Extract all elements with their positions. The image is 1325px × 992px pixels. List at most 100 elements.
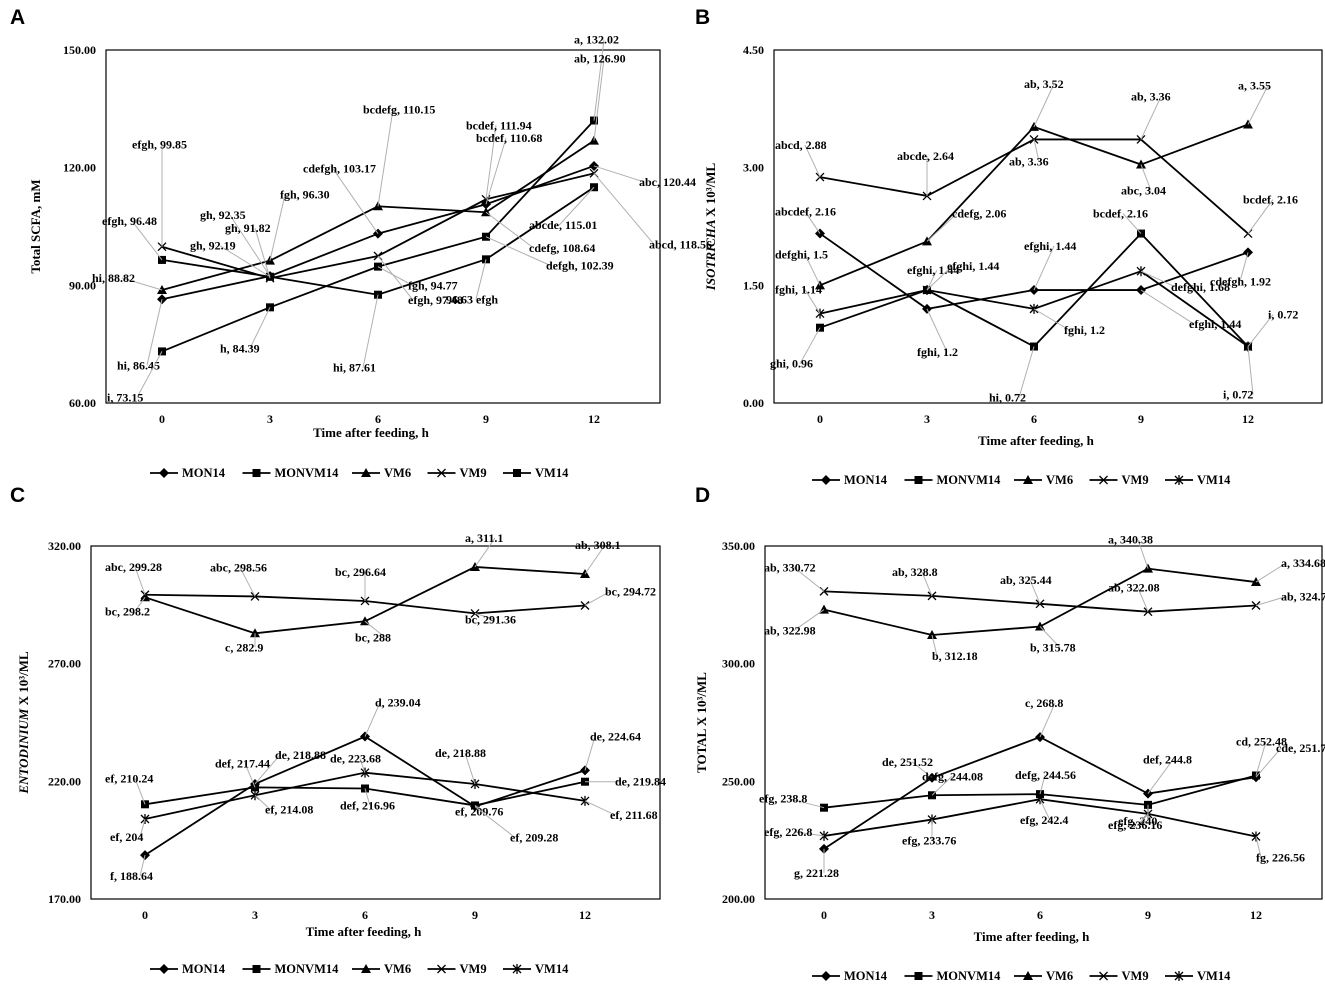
legend-marker-monvm14-d [914, 972, 923, 980]
y-tick-label-a: 90.00 [69, 278, 96, 292]
x-axis-label-b: Time after feeding, h [978, 433, 1095, 448]
leader-line-d [911, 761, 933, 779]
data-label-b: efghi, 1.44 [1024, 239, 1076, 253]
data-point-vm14-d [1251, 831, 1261, 842]
x-tick-label-c: 9 [472, 908, 478, 922]
leader-line-a [593, 58, 605, 141]
y-axis-label-a: Total SCFA, mM [28, 179, 43, 273]
leader-line-a [485, 236, 552, 267]
data-point-mon14-c [360, 731, 370, 742]
data-label-d: c, 268.8 [1025, 696, 1063, 710]
leader-line-b [1018, 346, 1035, 398]
data-label-a: defgh, 102.39 [546, 259, 614, 273]
x-tick-label-d: 0 [821, 908, 827, 922]
y-tick-label-a: 120.00 [63, 161, 96, 175]
leader-line-b [1239, 252, 1249, 282]
leader-line-b [804, 144, 821, 178]
data-label-b: ab, 3.36 [1131, 89, 1171, 103]
y-tick-label-b: 0.00 [743, 396, 764, 410]
leader-line-a [219, 245, 271, 278]
data-point-monvm14-c [251, 783, 259, 792]
leader-line-b [1247, 346, 1254, 395]
y-tick-label-d: 350.00 [722, 539, 755, 553]
data-label-b: efghi, 1.44 [907, 263, 959, 277]
x-tick-label-d: 9 [1145, 908, 1151, 922]
data-label-a: cdefgh, 103.17 [303, 162, 376, 176]
leader-line-c [134, 597, 146, 612]
legend-marker-vm14-b [1174, 475, 1184, 485]
leader-line-d [1255, 562, 1287, 583]
data-point-vm6-c [250, 628, 260, 638]
data-label-d: efg, 240 [1118, 814, 1157, 828]
leader-line-c [584, 544, 606, 575]
data-label-b: fghi, 1.14 [775, 283, 822, 297]
data-label-b: cdefgh, 1.92 [1210, 274, 1271, 288]
leader-line-a [254, 228, 271, 279]
data-label-a: bcdefg, 110.15 [363, 102, 435, 116]
leader-line-b [1033, 83, 1055, 128]
legend-marker-monvm14-c [252, 965, 261, 973]
panel-letter-a: A [10, 6, 26, 29]
leader-line-d [1255, 747, 1282, 778]
data-point-vm9-d [1035, 599, 1045, 609]
data-label-b: cdefg, 2.06 [952, 206, 1006, 220]
panel-a: A 60.00 90.00 120.00 150.00 0 3 6 9 12 Time after… [0, 0, 712, 496]
leader-line-d [1137, 813, 1149, 826]
x-tick-label-c: 3 [252, 908, 258, 922]
leader-line-a [377, 266, 414, 287]
data-label-c: ef, 211.68 [610, 808, 658, 822]
data-label-d: efg, 226.8 [764, 825, 812, 839]
legend-d: MON14 MONVM14 VM6 VM9 VM14 [812, 969, 1231, 983]
legend-label-vm6-b: VM6 [1046, 473, 1073, 487]
data-label-d: ab, 328.8 [892, 565, 938, 579]
leader-line-b [926, 265, 953, 291]
data-label-c: ab, 308.1 [575, 538, 621, 552]
data-label-a: efgh, 97.48 [408, 293, 463, 307]
y-tick-label-d: 250.00 [722, 774, 755, 788]
legend-marker-vm9-c [437, 964, 446, 974]
chart-c: 170.00 220.00 270.00 320.00 0 3 6 9 12 Time after… [16, 531, 666, 976]
data-label-d: cd, 252.48 [1236, 734, 1287, 748]
data-label-a: abc, 120.44 [639, 175, 696, 189]
leader-line-d [1039, 775, 1046, 795]
leader-line-d [793, 566, 825, 592]
leader-line-a [229, 214, 271, 277]
data-label-c: de, 218.88 [275, 748, 326, 762]
x-tick-label-b: 0 [817, 412, 823, 426]
data-label-b: abc, 3.04 [1121, 184, 1166, 198]
data-point-monvm14-d [1036, 790, 1044, 799]
data-label-a: a, 132.02 [574, 33, 619, 47]
data-label-a: h, 84.39 [220, 341, 260, 355]
leader-line-c [254, 794, 271, 810]
y-tick-label-b: 4.50 [743, 43, 764, 57]
legend-marker-vm6-b [1023, 475, 1033, 484]
data-point-vm9-d [927, 591, 937, 601]
x-tick-label-d: 12 [1250, 908, 1262, 922]
leader-line-b [1140, 164, 1152, 191]
y-tick-label-c: 320.00 [48, 539, 81, 553]
y-axis-label-b: ISOTRICHA X 10³/ML [703, 162, 718, 291]
panel-b: B 0.00 1.50 3.00 4.50 0 3 6 9 12 Time after feedi… [662, 0, 1325, 496]
leader-line-b [1247, 199, 1274, 234]
x-axis-label-a: Time after feeding, h [313, 425, 430, 440]
data-label-d: defg, 244.08 [922, 769, 983, 783]
x-tick-label-c: 0 [142, 908, 148, 922]
leader-line-b [804, 289, 821, 314]
data-label-c: ef, 210.24 [105, 771, 153, 785]
leader-line-a [485, 138, 507, 205]
data-label-b: hi, 0.72 [989, 391, 1026, 405]
data-label-c: bc, 298.2 [105, 604, 150, 618]
data-label-a: ab, 126.90 [574, 52, 626, 66]
data-point-mon14-b [1243, 247, 1253, 258]
legend-label-monvm14-a: MONVM14 [275, 466, 340, 480]
x-tick-label-d: 3 [929, 908, 935, 922]
legend-c: MON14 MONVM14 VM6 VM9 VM14 [150, 962, 569, 976]
legend-marker-monvm14-a [252, 469, 261, 477]
leader-line-a [146, 299, 163, 366]
legend-marker-vm14-a [513, 469, 521, 477]
leader-line-a [121, 277, 163, 291]
leader-line-c [474, 805, 486, 812]
leader-line-b [804, 254, 821, 286]
plot-frame-b [773, 49, 1323, 404]
plot-frame-d [764, 545, 1323, 900]
